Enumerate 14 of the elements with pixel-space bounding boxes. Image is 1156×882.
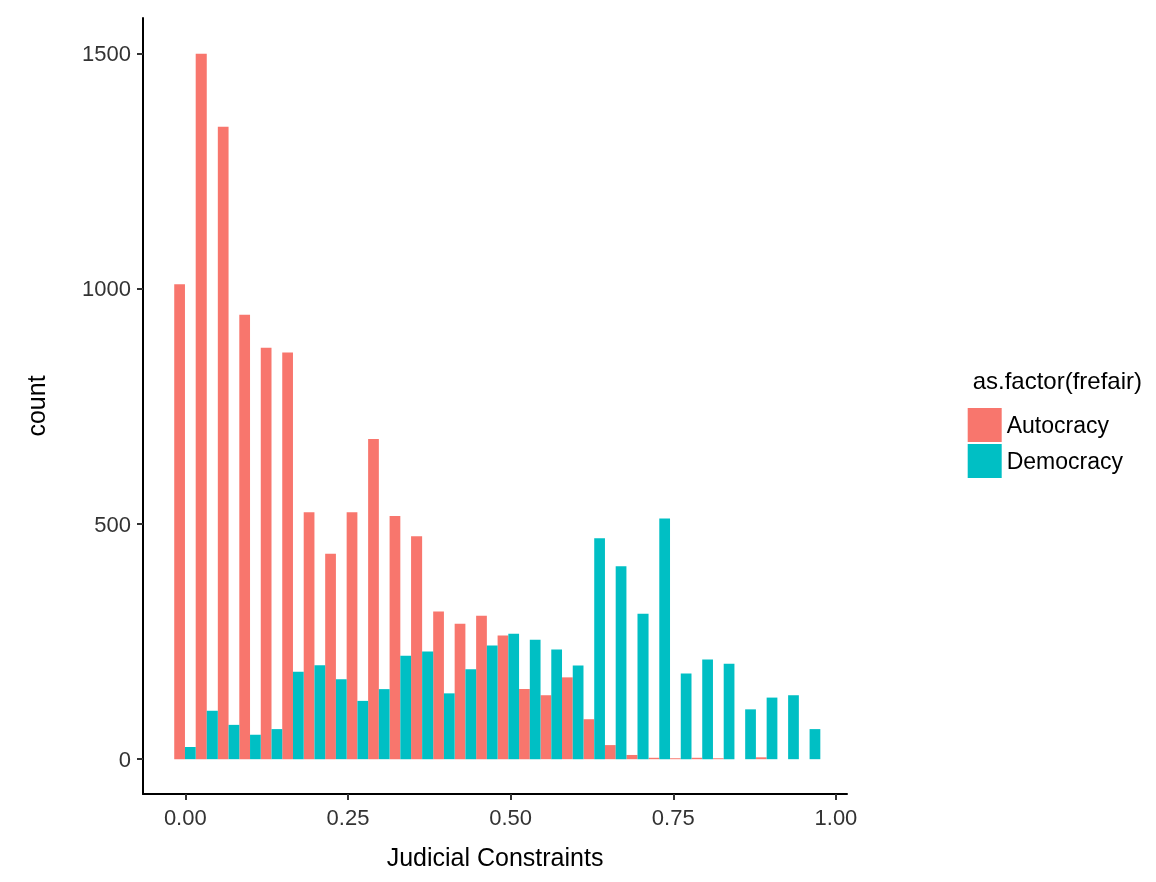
- legend-title: as.factor(frefair): [972, 366, 1142, 394]
- x-axis-title: Judicial Constraints: [386, 842, 604, 871]
- y-tick-label: 1500: [82, 41, 131, 67]
- x-tick-label: 0.50: [489, 804, 533, 830]
- y-tick-label: 0: [118, 746, 131, 772]
- y-tick-label: 1000: [82, 276, 131, 302]
- x-tick-label: 0.75: [651, 804, 695, 830]
- y-tick-label: 500: [94, 511, 131, 537]
- x-tick-label: 0.00: [163, 804, 207, 830]
- x-tick-label: 1.00: [814, 804, 858, 830]
- legend-label: Democracy: [1006, 448, 1124, 474]
- x-tick-label: 0.25: [326, 804, 370, 830]
- legend-label: Autocracy: [1006, 412, 1110, 438]
- y-axis-title: count: [21, 375, 50, 437]
